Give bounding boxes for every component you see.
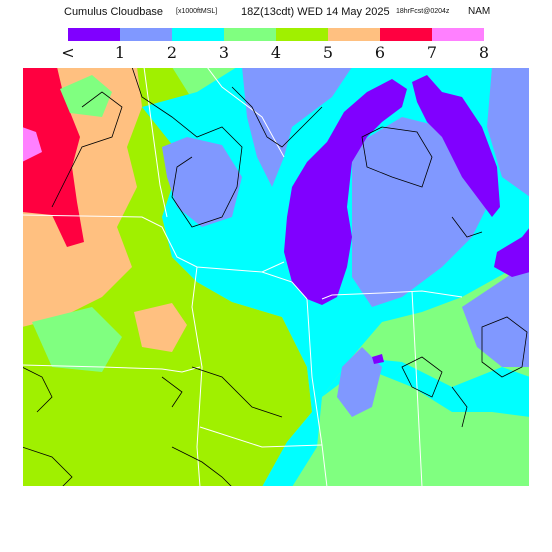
scale-tick-4: 4 — [270, 43, 282, 62]
scale-tick-1: 1 — [114, 43, 126, 62]
scale-bin-5 — [328, 28, 380, 41]
color-scale — [68, 28, 484, 41]
field-1-2-wi — [242, 67, 352, 187]
field-lt1-superior — [412, 75, 500, 217]
scale-bin-4 — [276, 28, 328, 41]
model-name: NAM — [468, 6, 491, 17]
field-6-7-nw — [22, 67, 84, 247]
map-units: [x1000ftMSL] — [176, 8, 218, 15]
forecast-hour: 18hrFcst@0204z — [396, 8, 450, 15]
map-canvas — [22, 67, 530, 487]
color-scale-ticks: <1 2 3 4 5 6 7 8 — [0, 43, 552, 63]
field-3-4-west — [32, 307, 122, 372]
scale-bin-0 — [68, 28, 120, 41]
scale-tick-0: < — [61, 43, 75, 62]
scale-tick-2: 2 — [166, 43, 178, 62]
scale-tick-8: 8 — [478, 43, 490, 62]
field-2-3-south — [322, 357, 530, 417]
scale-tick-3: 3 — [218, 43, 230, 62]
scale-bin-3 — [224, 28, 276, 41]
scale-tick-5: 5 — [322, 43, 334, 62]
contour-lines — [22, 67, 528, 487]
scale-bin-7 — [432, 28, 484, 41]
cloudbase-map — [22, 67, 530, 487]
map-title-bar: Cumulus Cloudbase [x1000ftMSL] 18Z(13cdt… — [0, 6, 552, 20]
field-lt1-dot — [372, 354, 384, 364]
valid-time: 18Z(13cdt) WED 14 May 2025 — [241, 6, 390, 18]
scale-bin-6 — [380, 28, 432, 41]
field-5-6-center — [134, 303, 187, 352]
map-frame — [22, 67, 530, 487]
field-7-8-nw — [22, 127, 42, 162]
field-1-2-s — [337, 347, 382, 417]
field-lt1-ne — [494, 227, 530, 277]
field-1-2-se — [462, 257, 530, 367]
map-title: Cumulus Cloudbase — [64, 6, 164, 18]
field-3-4-north — [60, 75, 112, 117]
scale-tick-7: 7 — [426, 43, 438, 62]
field-lt1-lake-michigan — [284, 79, 407, 305]
field-1-2-ne — [487, 67, 530, 197]
field-1-2-west — [162, 137, 242, 227]
scale-tick-6: 6 — [374, 43, 386, 62]
scale-bin-1 — [120, 28, 172, 41]
scale-bin-2 — [172, 28, 224, 41]
